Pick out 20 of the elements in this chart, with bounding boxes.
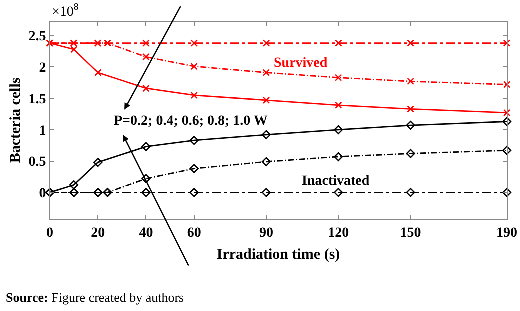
x-tick-label: 90 <box>259 226 274 241</box>
x-tick-label: 120 <box>328 226 350 241</box>
y-axis-title: Bacteria cells <box>8 78 24 164</box>
y-tick-label: 1 <box>39 124 46 139</box>
annotation: Survived <box>274 56 328 71</box>
x-tick-label: 190 <box>496 226 518 241</box>
annotation: P=0.2; 0.4; 0.6; 0.8; 1.0 W <box>114 114 268 129</box>
x-tick-label: 150 <box>400 226 422 241</box>
y-tick-label: 2 <box>39 61 46 76</box>
y-tick-label: 1.5 <box>28 92 46 108</box>
x-tick-label: 60 <box>187 226 202 241</box>
y-tick-label: 0 <box>39 186 46 202</box>
source-note: Source: Figure created by authors <box>6 290 184 305</box>
text: ×10$^{8}$ <box>52 2 79 20</box>
x-tick-label: 40 <box>139 226 154 241</box>
annotation: Inactivated <box>302 174 370 189</box>
y-tick-label: 2.5 <box>28 30 46 45</box>
x-axis-title: Irradiation time (s) <box>216 246 340 263</box>
y-tick-label: 0.5 <box>28 155 46 170</box>
x-tick-label: 20 <box>91 226 106 241</box>
